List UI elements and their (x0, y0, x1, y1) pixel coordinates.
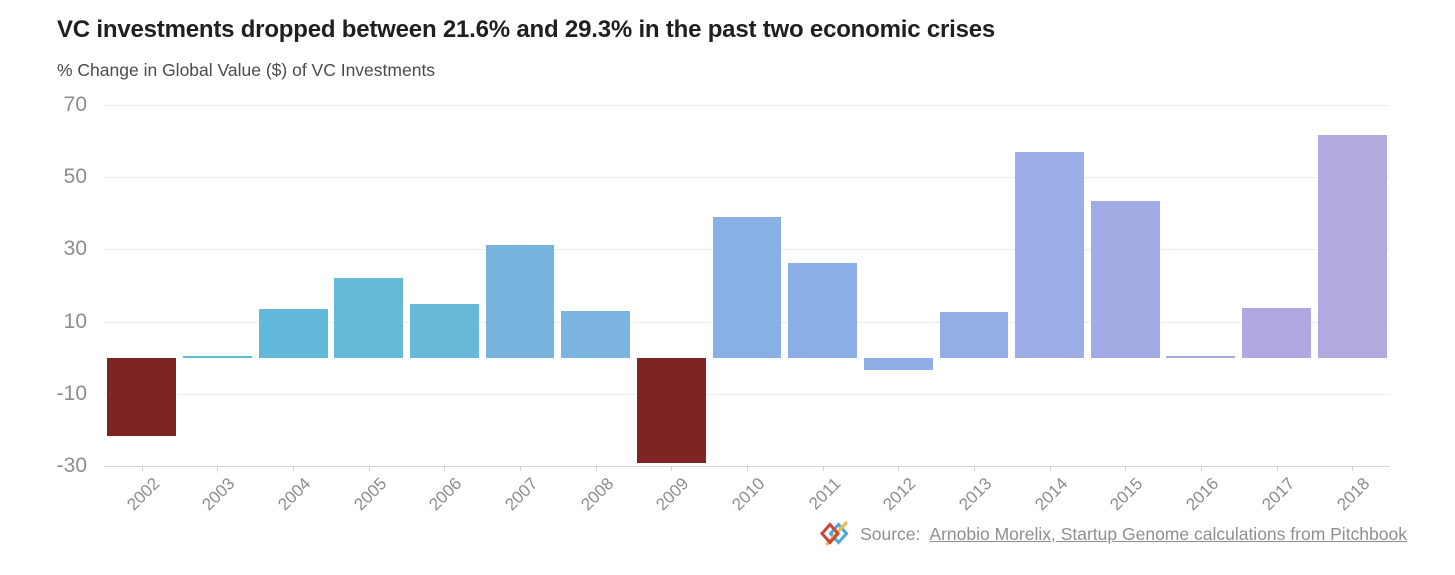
source-label: Source: (860, 523, 921, 544)
bar-2016[interactable] (1166, 355, 1236, 358)
x-tick-2010 (747, 466, 748, 471)
x-label-2004: 2004 (274, 474, 315, 515)
x-tick-2005 (368, 466, 370, 471)
bar-2005[interactable] (334, 277, 404, 358)
x-label-2011: 2011 (804, 474, 845, 514)
bar-2012[interactable] (863, 357, 933, 370)
y-tick-label--30: -30 (56, 454, 87, 477)
x-label-2018: 2018 (1333, 474, 1374, 515)
y-tick-label-50: 50 (63, 165, 87, 189)
x-tick-2004 (293, 466, 295, 471)
source-footer: Source: Arnobio Morelix, Startup Genome … (817, 516, 1407, 552)
bar-2007[interactable] (485, 245, 555, 358)
x-label-2002: 2002 (123, 474, 164, 515)
x-label-2012: 2012 (879, 474, 920, 515)
chart-subtitle: % Change in Global Value ($) of VC Inves… (57, 60, 436, 80)
bar-2018[interactable] (1317, 135, 1387, 358)
page-title: VC investments dropped between 21.6% and… (57, 16, 996, 43)
x-label-2007: 2007 (501, 474, 542, 515)
source-link[interactable]: Arnobio Morelix, Startup Genome calculat… (929, 523, 1407, 544)
x-tick-2003 (217, 466, 219, 471)
x-tick-2018 (1352, 466, 1354, 471)
x-label-2009: 2009 (652, 474, 693, 515)
startup-genome-logo-icon (820, 521, 849, 546)
x-tick-2002 (141, 466, 143, 471)
bar-2009[interactable] (636, 357, 706, 464)
x-label-2014: 2014 (1030, 474, 1072, 515)
bar-2010[interactable] (712, 216, 782, 358)
x-label-2006: 2006 (425, 474, 466, 515)
x-tick-2013 (973, 466, 975, 471)
bar-2014[interactable] (1015, 152, 1084, 358)
bar-2004[interactable] (258, 308, 328, 358)
bar-2013[interactable] (939, 311, 1009, 358)
bar-2008[interactable] (561, 310, 631, 358)
x-tick-2012 (898, 466, 900, 471)
bar-2006[interactable] (409, 304, 479, 358)
x-label-2015: 2015 (1106, 474, 1147, 515)
bar-2003[interactable] (183, 355, 252, 358)
gridline-50 (104, 177, 1390, 179)
x-tick-2016 (1200, 466, 1202, 471)
x-label-2003: 2003 (198, 474, 239, 515)
x-label-2017: 2017 (1257, 474, 1298, 515)
x-label-2005: 2005 (350, 474, 391, 515)
x-label-2008: 2008 (576, 474, 618, 515)
plot-area: 2002 2003 2004 2005 2006 2007 2008 2009 2010 2011… (104, 105, 1390, 514)
x-tick-2014 (1049, 466, 1051, 471)
x-tick-2015 (1125, 466, 1127, 471)
y-tick-label-70: 70 (63, 93, 87, 116)
x-label-2010: 2010 (728, 474, 769, 515)
bar-2002[interactable] (107, 357, 177, 436)
bar-2015[interactable] (1090, 200, 1160, 358)
y-tick-label-10: 10 (63, 309, 87, 333)
gridline--10 (104, 393, 1390, 395)
x-tick-2009 (671, 466, 673, 471)
x-label-2016: 2016 (1182, 474, 1223, 515)
y-tick-label-30: 30 (63, 237, 87, 261)
x-tick-2008 (595, 466, 597, 471)
y-axis: 70 50 30 10 -10 -30 (0, 93, 96, 477)
x-tick-2007 (520, 466, 522, 471)
bar-2011[interactable] (788, 262, 858, 358)
y-tick-label--10: -10 (56, 381, 87, 405)
logo-blue-diamond (828, 522, 849, 545)
x-tick-2017 (1276, 466, 1278, 471)
x-tick-2011 (822, 466, 824, 471)
gridline-70 (104, 105, 1390, 106)
bar-2017[interactable] (1242, 307, 1311, 358)
logo-red-diamond (820, 522, 841, 545)
x-tick-2006 (444, 466, 446, 471)
x-label-2013: 2013 (955, 474, 996, 515)
